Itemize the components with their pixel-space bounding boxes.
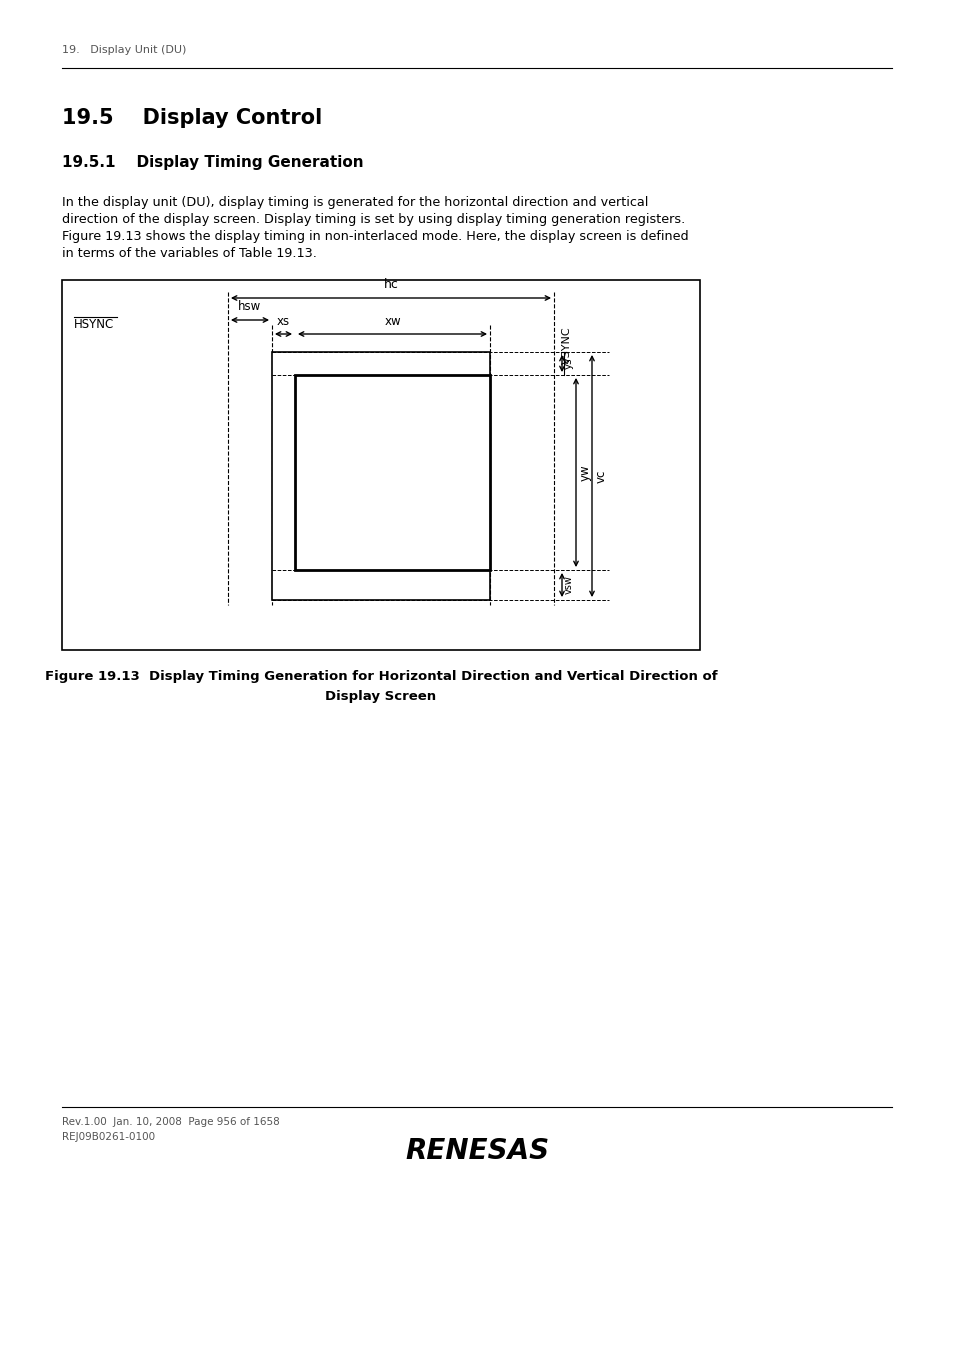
Text: In the display unit (DU), display timing is generated for the horizontal directi: In the display unit (DU), display timing… (62, 196, 648, 209)
Text: VSYNC: VSYNC (561, 325, 572, 363)
Text: in terms of the variables of Table 19.13.: in terms of the variables of Table 19.13… (62, 247, 316, 261)
Text: HSYNC: HSYNC (74, 319, 114, 331)
Text: REJ09B0261-0100: REJ09B0261-0100 (62, 1133, 155, 1142)
Text: ys: ys (563, 358, 574, 370)
Text: hsw: hsw (238, 300, 261, 313)
Bar (62, 279, 700, 649)
Text: 19.   Display Unit (DU): 19. Display Unit (DU) (62, 45, 186, 55)
Text: Figure 19.13 shows the display timing in non-interlaced mode. Here, the display : Figure 19.13 shows the display timing in… (62, 230, 688, 243)
Text: Figure 19.13  Display Timing Generation for Horizontal Direction and Vertical Di: Figure 19.13 Display Timing Generation f… (45, 670, 717, 683)
Text: vsw: vsw (563, 575, 574, 594)
Text: xs: xs (276, 315, 290, 328)
Text: yw: yw (578, 464, 592, 481)
Text: direction of the display screen. Display timing is set by using display timing g: direction of the display screen. Display… (62, 213, 684, 225)
Text: xw: xw (384, 315, 400, 328)
Bar (294, 375, 490, 570)
Text: vc: vc (595, 470, 607, 483)
Text: Display Screen: Display Screen (325, 690, 436, 703)
Text: Rev.1.00  Jan. 10, 2008  Page 956 of 1658: Rev.1.00 Jan. 10, 2008 Page 956 of 1658 (62, 1116, 279, 1127)
Text: 19.5    Display Control: 19.5 Display Control (62, 108, 322, 128)
Text: RENESAS: RENESAS (404, 1137, 549, 1165)
Text: hc: hc (383, 278, 398, 292)
Text: 19.5.1    Display Timing Generation: 19.5.1 Display Timing Generation (62, 155, 363, 170)
Bar (272, 352, 490, 599)
Text: Display area: Display area (353, 539, 431, 552)
